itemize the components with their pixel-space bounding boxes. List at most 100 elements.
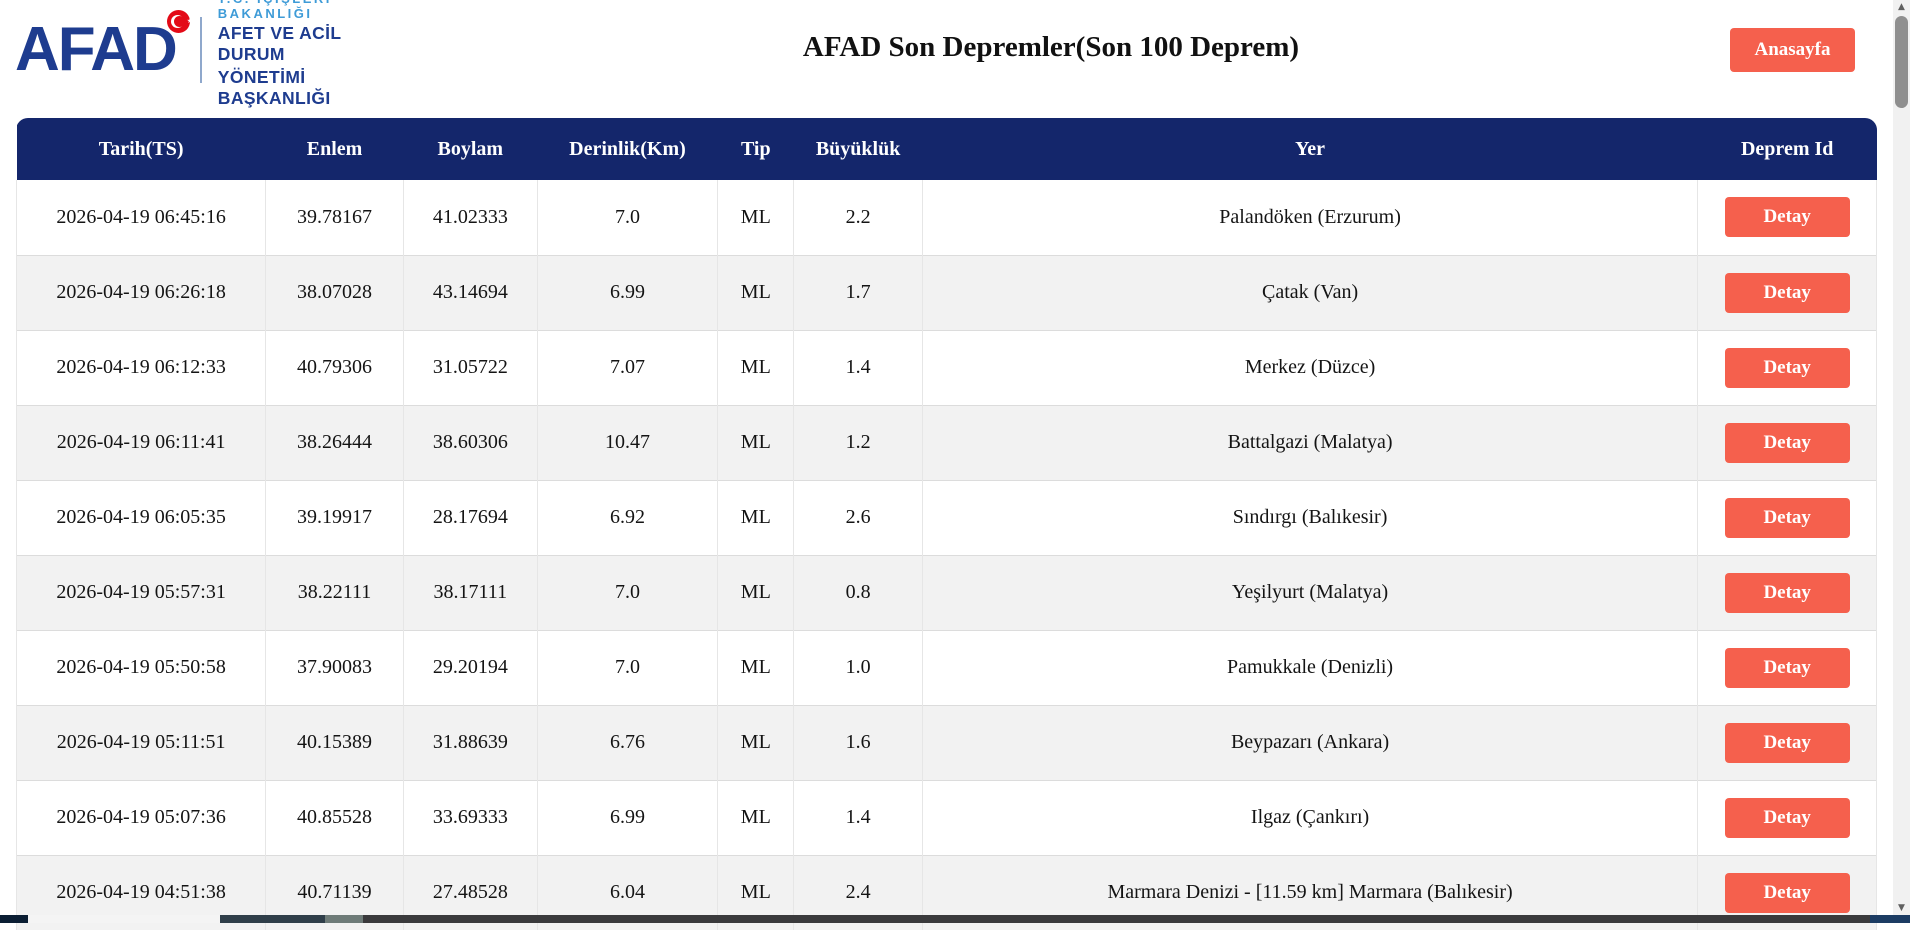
cell-enlem: 40.79306 bbox=[266, 330, 404, 405]
scroll-up-icon[interactable]: ▲ bbox=[1893, 0, 1910, 14]
cell-tarih: 2026-04-19 05:50:58 bbox=[17, 630, 266, 705]
cell-boylam: 28.17694 bbox=[403, 480, 537, 555]
detail-button[interactable]: Detay bbox=[1725, 498, 1850, 538]
detail-button[interactable]: Detay bbox=[1725, 648, 1850, 688]
cell-tip: ML bbox=[718, 480, 794, 555]
cell-deprem-id: Detay bbox=[1698, 555, 1877, 630]
column-header-yer: Yer bbox=[922, 118, 1698, 180]
cell-deprem-id: Detay bbox=[1698, 630, 1877, 705]
cell-yer: Beypazarı (Ankara) bbox=[922, 705, 1698, 780]
cell-tarih: 2026-04-19 05:07:36 bbox=[17, 780, 266, 855]
cell-buyukluk: 1.4 bbox=[794, 780, 922, 855]
cell-buyukluk: 1.7 bbox=[794, 255, 922, 330]
table-row: 2026-04-19 06:12:33 40.79306 31.05722 7.… bbox=[17, 330, 1877, 405]
cell-boylam: 31.88639 bbox=[403, 705, 537, 780]
cell-tarih: 2026-04-19 05:57:31 bbox=[17, 555, 266, 630]
detail-button[interactable]: Detay bbox=[1725, 197, 1850, 237]
detail-button[interactable]: Detay bbox=[1725, 723, 1850, 763]
column-header-tarih: Tarih(TS) bbox=[17, 118, 266, 180]
cell-yer: Yeşilyurt (Malatya) bbox=[922, 555, 1698, 630]
cell-tip: ML bbox=[718, 630, 794, 705]
home-button[interactable]: Anasayfa bbox=[1730, 28, 1855, 72]
cell-deprem-id: Detay bbox=[1698, 705, 1877, 780]
ministry-line-1: T.C. İÇİŞLERİ BAKANLIĞI bbox=[218, 0, 372, 21]
cell-yer: Merkez (Düzce) bbox=[922, 330, 1698, 405]
column-header-enlem: Enlem bbox=[266, 118, 404, 180]
turkish-flag-icon: ★ bbox=[167, 10, 190, 33]
cell-tip: ML bbox=[718, 330, 794, 405]
horizontal-scrollbar[interactable] bbox=[0, 915, 1910, 923]
cell-derinlik: 7.0 bbox=[537, 180, 717, 255]
column-header-derinlik: Derinlik(Km) bbox=[537, 118, 717, 180]
cell-tip: ML bbox=[718, 180, 794, 255]
cell-derinlik: 7.0 bbox=[537, 630, 717, 705]
table-row: 2026-04-19 05:57:31 38.22111 38.17111 7.… bbox=[17, 555, 1877, 630]
table-row: 2026-04-19 05:07:36 40.85528 33.69333 6.… bbox=[17, 780, 1877, 855]
cell-derinlik: 6.99 bbox=[537, 255, 717, 330]
vertical-scrollbar-thumb[interactable] bbox=[1895, 16, 1908, 108]
detail-button[interactable]: Detay bbox=[1725, 798, 1850, 838]
cell-yer: Pamukkale (Denizli) bbox=[922, 630, 1698, 705]
cell-derinlik: 6.92 bbox=[537, 480, 717, 555]
cell-tarih: 2026-04-19 05:11:51 bbox=[17, 705, 266, 780]
table-row: 2026-04-19 06:11:41 38.26444 38.60306 10… bbox=[17, 405, 1877, 480]
cell-tarih: 2026-04-19 06:26:18 bbox=[17, 255, 266, 330]
cell-deprem-id: Detay bbox=[1698, 180, 1877, 255]
cell-boylam: 38.17111 bbox=[403, 555, 537, 630]
cell-buyukluk: 1.2 bbox=[794, 405, 922, 480]
cell-tarih: 2026-04-19 06:11:41 bbox=[17, 405, 266, 480]
cell-boylam: 31.05722 bbox=[403, 330, 537, 405]
page-title: AFAD Son Depremler(Son 100 Deprem) bbox=[372, 31, 1730, 70]
cell-yer: Sındırgı (Balıkesir) bbox=[922, 480, 1698, 555]
detail-button[interactable]: Detay bbox=[1725, 273, 1850, 313]
detail-button[interactable]: Detay bbox=[1725, 873, 1850, 913]
cell-yer: Palandöken (Erzurum) bbox=[922, 180, 1698, 255]
cell-derinlik: 6.76 bbox=[537, 705, 717, 780]
cell-buyukluk: 1.0 bbox=[794, 630, 922, 705]
cell-tarih: 2026-04-19 06:12:33 bbox=[17, 330, 266, 405]
cell-enlem: 38.07028 bbox=[266, 255, 404, 330]
ministry-line-2: AFET VE ACİL DURUM bbox=[218, 23, 372, 65]
cell-enlem: 38.26444 bbox=[266, 405, 404, 480]
detail-button[interactable]: Detay bbox=[1725, 423, 1850, 463]
cell-tip: ML bbox=[718, 780, 794, 855]
cell-tip: ML bbox=[718, 555, 794, 630]
cell-boylam: 29.20194 bbox=[403, 630, 537, 705]
cell-enlem: 40.15389 bbox=[266, 705, 404, 780]
cell-boylam: 43.14694 bbox=[403, 255, 537, 330]
cell-deprem-id: Detay bbox=[1698, 780, 1877, 855]
cell-yer: Çatak (Van) bbox=[922, 255, 1698, 330]
scroll-down-icon[interactable]: ▼ bbox=[1893, 901, 1910, 915]
table-row: 2026-04-19 06:45:16 39.78167 41.02333 7.… bbox=[17, 180, 1877, 255]
cell-enlem: 37.90083 bbox=[266, 630, 404, 705]
column-header-boylam: Boylam bbox=[403, 118, 537, 180]
cell-yer: Battalgazi (Malatya) bbox=[922, 405, 1698, 480]
horizontal-scrollbar-segment bbox=[0, 915, 28, 923]
cell-enlem: 38.22111 bbox=[266, 555, 404, 630]
cell-derinlik: 6.99 bbox=[537, 780, 717, 855]
horizontal-scrollbar-segment bbox=[325, 915, 363, 923]
cell-boylam: 41.02333 bbox=[403, 180, 537, 255]
horizontal-scrollbar-segment bbox=[1870, 915, 1910, 923]
horizontal-scrollbar-thumb[interactable] bbox=[28, 915, 220, 923]
table-header-row: Tarih(TS) Enlem Boylam Derinlik(Km) Tip … bbox=[17, 118, 1877, 180]
cell-derinlik: 7.0 bbox=[537, 555, 717, 630]
crescent-icon bbox=[171, 15, 184, 28]
cell-buyukluk: 0.8 bbox=[794, 555, 922, 630]
table-row: 2026-04-19 05:50:58 37.90083 29.20194 7.… bbox=[17, 630, 1877, 705]
cell-tarih: 2026-04-19 06:45:16 bbox=[17, 180, 266, 255]
earthquake-table: Tarih(TS) Enlem Boylam Derinlik(Km) Tip … bbox=[16, 118, 1877, 930]
cell-tip: ML bbox=[718, 405, 794, 480]
page-header: AFAD ★ T.C. İÇİŞLERİ BAKANLIĞI AFET VE A… bbox=[0, 0, 1877, 100]
cell-tip: ML bbox=[718, 705, 794, 780]
cell-enlem: 39.19917 bbox=[266, 480, 404, 555]
vertical-scrollbar[interactable]: ▲ ▼ bbox=[1893, 0, 1910, 915]
table-row: 2026-04-19 05:11:51 40.15389 31.88639 6.… bbox=[17, 705, 1877, 780]
detail-button[interactable]: Detay bbox=[1725, 573, 1850, 613]
cell-tip: ML bbox=[718, 255, 794, 330]
cell-buyukluk: 2.6 bbox=[794, 480, 922, 555]
ministry-line-3: YÖNETİMİ BAŞKANLIĞI bbox=[218, 67, 372, 109]
detail-button[interactable]: Detay bbox=[1725, 348, 1850, 388]
column-header-tip: Tip bbox=[718, 118, 794, 180]
cell-buyukluk: 2.2 bbox=[794, 180, 922, 255]
